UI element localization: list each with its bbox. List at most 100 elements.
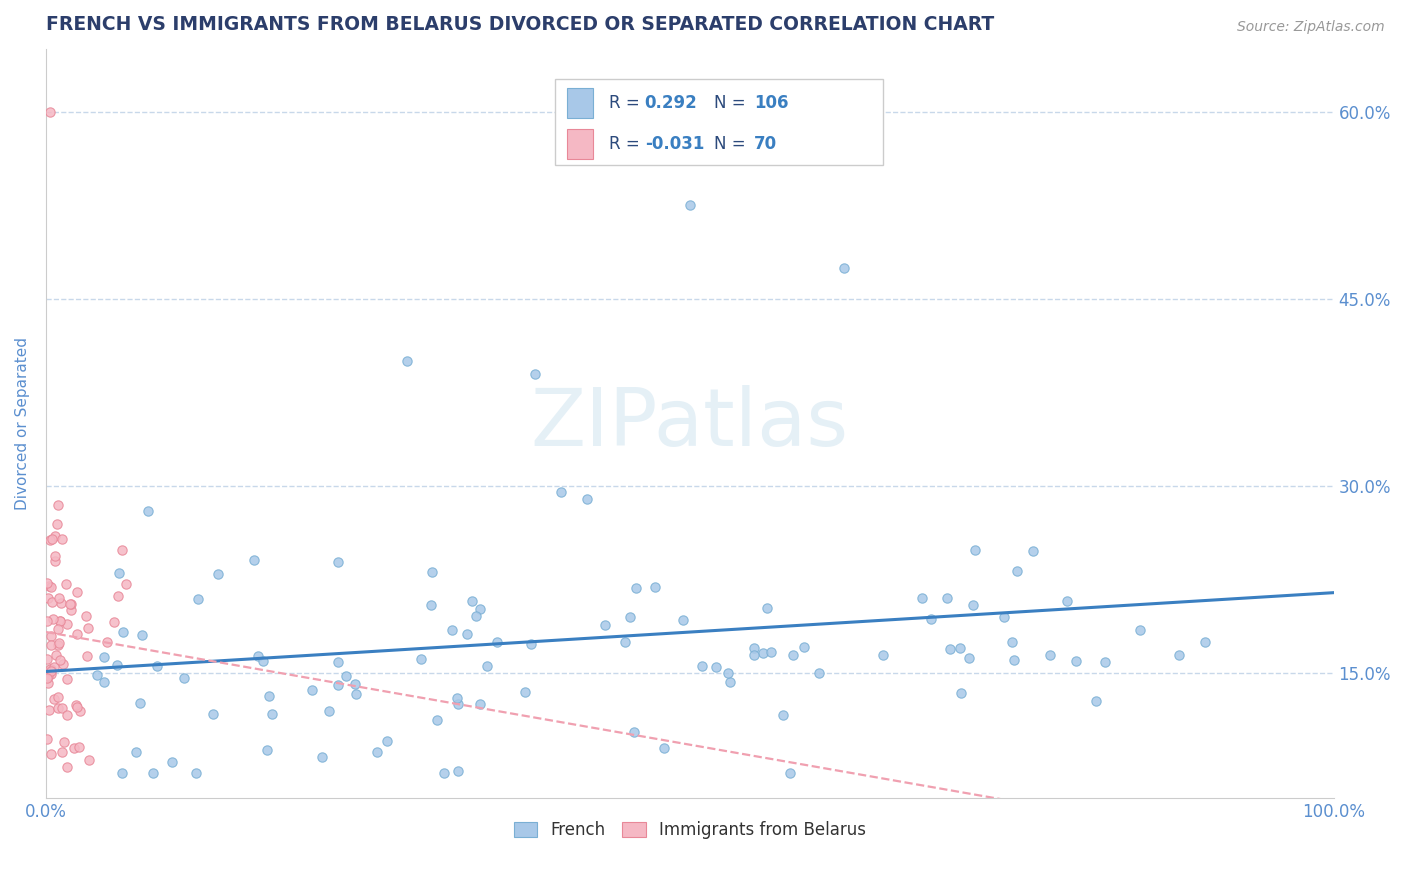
Point (56, 672, 79, 686)
Point (142, 766, 165, 780)
Y-axis label: Divorced or Separated: Divorced or Separated (15, 337, 30, 510)
Point (468, 602, 491, 616)
Point (335, 669, 357, 683)
Point (202, 707, 225, 722)
Text: R =: R = (609, 135, 645, 153)
Point (243, 553, 266, 567)
Point (395, 354, 418, 368)
Point (718, 674, 741, 689)
Point (1129, 623, 1152, 637)
Point (38, 104, 60, 119)
Point (1002, 652, 1025, 666)
Point (56, 707, 79, 722)
Point (257, 689, 280, 703)
Point (44, 692, 66, 706)
Point (301, 682, 323, 697)
Point (46, 690, 69, 704)
Point (465, 609, 488, 624)
Point (46, 498, 69, 512)
Point (477, 659, 499, 673)
Text: FRENCH VS IMMIGRANTS FROM BELARUS DIVORCED OR SEPARATED CORRELATION CHART: FRENCH VS IMMIGRANTS FROM BELARUS DIVORC… (46, 15, 994, 34)
Point (96, 635, 118, 649)
Point (1056, 594, 1078, 608)
Point (993, 610, 1015, 624)
Point (38, 533, 60, 547)
Point (782, 648, 804, 662)
Point (44, 660, 66, 674)
Point (1168, 648, 1191, 662)
Point (35, 614, 58, 628)
Point (39, 638, 62, 652)
Point (52, 735, 75, 749)
Point (39, 662, 62, 676)
Point (485, 635, 508, 649)
Point (42, 612, 65, 626)
Point (256, 743, 278, 757)
Point (262, 706, 284, 721)
Point (114, 577, 136, 591)
Point (513, 685, 536, 699)
Point (59, 597, 82, 611)
Point (39, 580, 62, 594)
Text: N =: N = (714, 135, 751, 153)
Point (38, 579, 60, 593)
Point (614, 635, 637, 649)
Point (344, 677, 367, 691)
Point (39, 629, 62, 643)
Text: R =: R = (609, 95, 645, 112)
Point (35, 671, 58, 685)
Point (936, 591, 959, 606)
FancyBboxPatch shape (568, 88, 593, 118)
Point (252, 654, 274, 668)
Point (1001, 635, 1024, 649)
Point (60, 597, 83, 611)
Point (426, 713, 449, 727)
Point (45, 648, 67, 662)
Point (910, 591, 932, 606)
Point (41, 532, 63, 546)
Point (872, 648, 894, 662)
Point (742, 648, 765, 662)
Point (131, 627, 153, 641)
Point (446, 691, 468, 706)
Point (447, 697, 470, 711)
Point (86, 667, 108, 681)
Point (44, 529, 66, 543)
Point (49, 614, 72, 628)
FancyBboxPatch shape (554, 79, 883, 166)
Point (962, 598, 984, 612)
Point (807, 666, 830, 681)
Point (623, 725, 645, 739)
Point (939, 641, 962, 656)
Point (441, 623, 464, 637)
Text: -0.031: -0.031 (645, 135, 704, 153)
Point (49, 653, 72, 667)
Point (756, 601, 779, 615)
Point (793, 640, 815, 655)
Point (37, 676, 59, 690)
Point (39, 664, 62, 678)
Point (184, 766, 207, 780)
Point (41, 666, 63, 681)
Point (366, 745, 388, 759)
Point (129, 696, 152, 710)
Point (1084, 694, 1107, 708)
Point (41, 595, 63, 609)
Text: 70: 70 (754, 135, 778, 153)
Point (173, 671, 195, 685)
Text: Source: ZipAtlas.com: Source: ZipAtlas.com (1237, 20, 1385, 34)
Point (75, 608, 97, 623)
Point (949, 686, 972, 700)
Point (46, 516, 69, 531)
Point (690, 658, 713, 673)
Point (550, 485, 572, 500)
Point (1094, 656, 1116, 670)
Point (1007, 564, 1029, 578)
Point (524, 367, 547, 381)
Point (519, 637, 541, 651)
Point (125, 745, 148, 759)
Point (326, 678, 349, 692)
Point (37, 591, 59, 606)
Point (79, 753, 101, 767)
Point (672, 613, 695, 627)
